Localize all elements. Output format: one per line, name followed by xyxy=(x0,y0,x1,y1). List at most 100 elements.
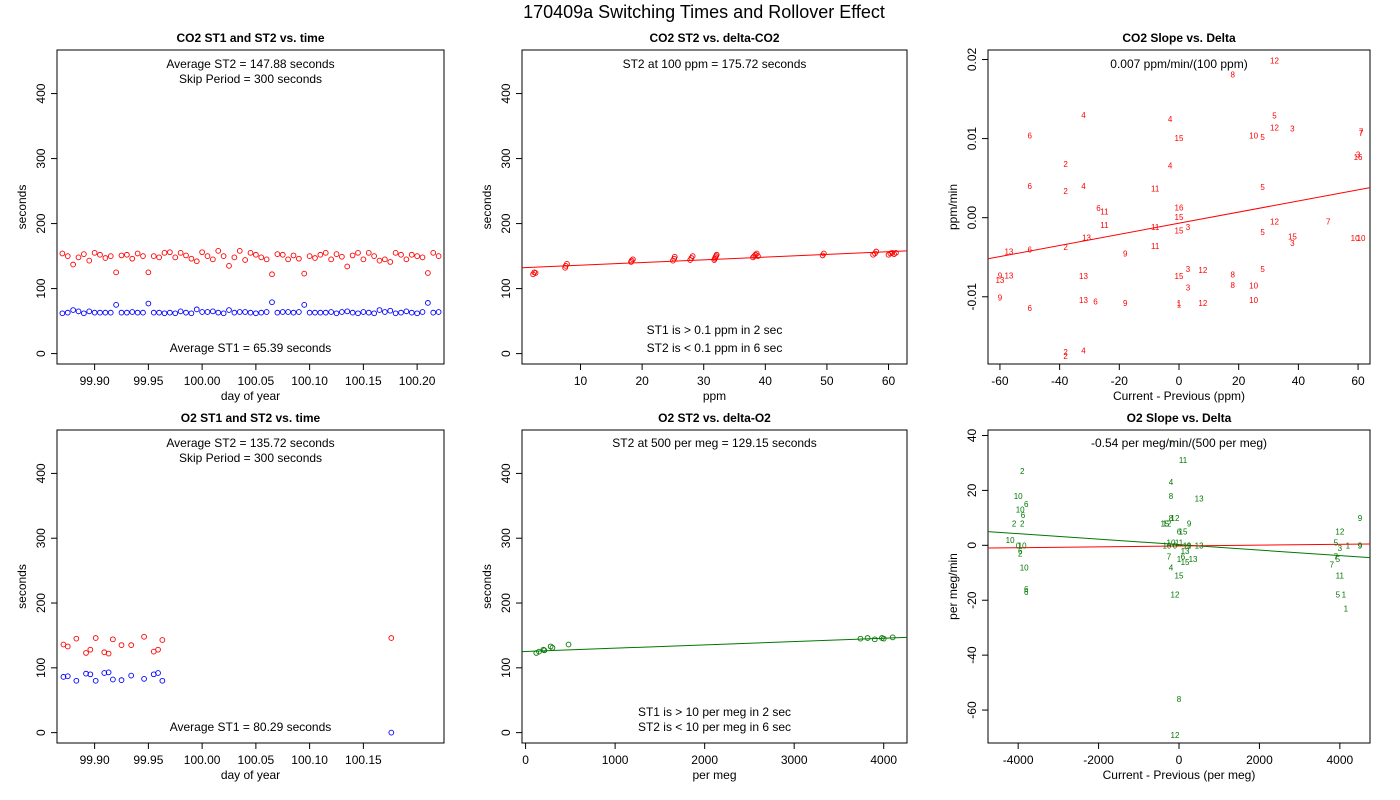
data-point-label: 13 xyxy=(1004,271,1013,280)
x-axis-label: Current - Previous (per meg) xyxy=(1103,768,1256,782)
x-tick-label: 99.95 xyxy=(133,374,163,388)
data-point-st2 xyxy=(392,249,399,256)
data-point-st1 xyxy=(258,309,265,316)
data-point-label: 16 xyxy=(1175,203,1184,212)
panel-annotation: ST1 is > 0.1 ppm in 2 sec xyxy=(647,323,783,337)
data-point-st1 xyxy=(215,309,222,316)
data-point-st1 xyxy=(70,307,76,313)
x-tick-label: 60 xyxy=(882,374,896,388)
data-point-label: 9 xyxy=(1123,299,1128,308)
data-point-label: 8 xyxy=(1169,514,1174,523)
data-point-st2 xyxy=(236,248,243,254)
data-point-st1 xyxy=(128,672,135,679)
fit-line xyxy=(522,636,907,653)
data-point-st2 xyxy=(365,249,372,256)
data-point-st2 xyxy=(285,256,291,263)
data-point-st1 xyxy=(102,309,109,316)
data-point-st2 xyxy=(75,254,82,261)
x-tick-label: 100.15 xyxy=(345,374,382,388)
y-tick-label: -20 xyxy=(965,591,979,609)
data-point-st2 xyxy=(220,253,227,259)
x-tick-label: 100.00 xyxy=(184,374,221,388)
x-tick-label: -60 xyxy=(991,374,1009,388)
data-point-st2 xyxy=(86,257,93,264)
data-point-st1 xyxy=(87,671,94,678)
data-point-st2 xyxy=(156,254,162,261)
data-point-st1 xyxy=(134,309,141,316)
data-point-st2 xyxy=(820,250,827,257)
data-point-st2 xyxy=(290,252,297,259)
data-point-st1 xyxy=(388,729,395,736)
data-point-label: 6 xyxy=(1028,182,1033,191)
data-point-label: 7 xyxy=(1169,440,1174,449)
data-point-st2 xyxy=(408,251,415,258)
panel-annotation: ST2 at 100 ppm = 175.72 seconds xyxy=(623,57,807,71)
data-point-st2 xyxy=(873,248,880,255)
panel-annotation: Average ST1 = 80.29 seconds xyxy=(170,720,332,734)
data-point-label: 12 xyxy=(1162,519,1171,528)
data-point-st1 xyxy=(290,309,297,316)
y-tick-label: 400 xyxy=(499,463,513,483)
data-point-st1 xyxy=(387,307,394,314)
plot-frame xyxy=(521,429,908,744)
data-point-st2 xyxy=(64,643,71,650)
panel-co2-time: CO2 ST1 and ST2 vs. time 99.90 99.95 100.00… xyxy=(15,31,445,403)
data-point-label: 4 xyxy=(1168,161,1173,170)
data-point-label: 10 xyxy=(1249,131,1258,140)
data-point-st1 xyxy=(236,309,243,315)
data-point-st2 xyxy=(419,254,426,261)
panel-title: CO2 ST1 and ST2 vs. time xyxy=(176,31,324,45)
data-point-label: 2 xyxy=(1020,467,1025,476)
data-point-st1 xyxy=(161,310,168,317)
x-tick-label: 2000 xyxy=(1246,753,1273,767)
data-point-o2 xyxy=(880,635,887,642)
y-axis-label: seconds xyxy=(15,564,29,609)
data-point-label: 10 xyxy=(1249,282,1258,291)
data-point-st2 xyxy=(388,635,395,641)
data-point-st2 xyxy=(339,253,345,260)
data-point-label: 5 xyxy=(1272,112,1277,121)
y-tick-label: 400 xyxy=(34,463,48,483)
data-point-st1 xyxy=(365,309,372,316)
data-point-label: 6 xyxy=(1024,500,1029,509)
x-tick-label: 50 xyxy=(820,374,834,388)
x-tick-label: 2000 xyxy=(691,753,718,767)
y-tick-label: 100 xyxy=(499,278,513,298)
data-point-st2 xyxy=(689,253,696,259)
data-point-label: 3 xyxy=(1186,283,1191,292)
data-point-st2 xyxy=(118,252,125,259)
data-point-o2 xyxy=(540,646,547,653)
data-point-label: 11 xyxy=(1151,184,1160,193)
data-point-label: 2 xyxy=(1020,519,1025,528)
panel-title: CO2 ST2 vs. delta-CO2 xyxy=(649,31,779,45)
data-point-label: 5 xyxy=(1260,228,1265,237)
data-point-st2 xyxy=(671,253,678,260)
data-point-st1 xyxy=(328,309,334,315)
fit-line-red xyxy=(988,543,1370,549)
x-tick-label: 99.95 xyxy=(133,753,163,767)
y-tick-label: 200 xyxy=(499,213,513,233)
x-axis-label: day of year xyxy=(221,768,280,782)
data-point-label: 13 xyxy=(1079,272,1088,281)
panel-title: CO2 Slope vs. Delta xyxy=(1122,31,1236,45)
data-point-st1 xyxy=(92,677,99,684)
y-tick-label: 100 xyxy=(34,278,48,298)
data-point-label: 4 xyxy=(1081,182,1086,191)
data-point-st2 xyxy=(107,253,114,259)
data-point-st1 xyxy=(306,309,313,316)
data-point-st2 xyxy=(274,251,281,257)
data-point-st1 xyxy=(376,307,383,313)
data-point-label: 3 xyxy=(1356,150,1361,159)
panel-title: O2 ST1 and ST2 vs. time xyxy=(181,411,321,425)
panel-annotation: ST1 is > 10 per meg in 2 sec xyxy=(638,705,791,719)
data-point-st1 xyxy=(392,310,399,317)
y-tick-label: 400 xyxy=(34,83,48,103)
data-point-st1 xyxy=(253,310,259,317)
data-point-label: 3 xyxy=(1290,239,1295,248)
data-point-st1 xyxy=(333,310,340,317)
panel-o2-delta: O2 ST2 vs. delta-O2 0 1000 2000 3000 4000 0 100… xyxy=(480,411,908,782)
data-point-st1 xyxy=(408,309,415,316)
x-tick-label: 40 xyxy=(1292,374,1306,388)
